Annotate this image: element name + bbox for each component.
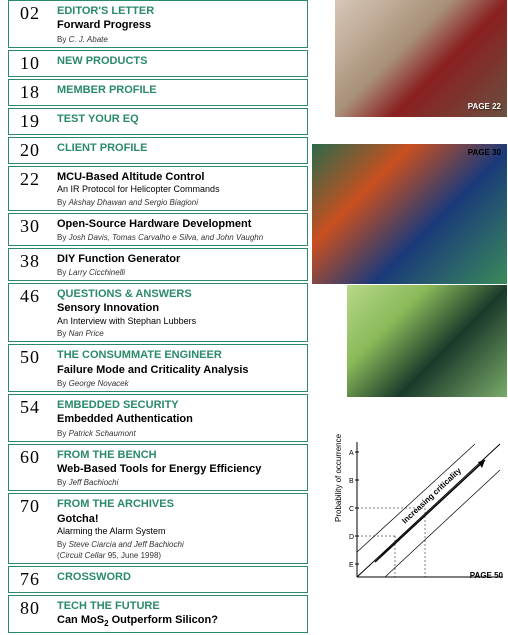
toc-subtitle: Web-Based Tools for Energy Efficiency (57, 462, 301, 476)
toc-byline: By Jeff Bachiochi (57, 478, 301, 487)
toc-title: MEMBER PROFILE (57, 83, 301, 97)
toc-byline: By Nan Price (57, 329, 301, 338)
page-number: 50 (9, 345, 51, 391)
toc-subtitle: Embedded Authentication (57, 412, 301, 426)
image-page-label: PAGE 30 (468, 148, 501, 157)
toc-item: 22MCU-Based Altitude ControlAn IR Protoc… (8, 166, 308, 211)
toc-content: EDITOR'S LETTERForward Progress By C. J. … (51, 1, 307, 47)
toc-item: 60FROM THE BENCHWeb-Based Tools for Ener… (8, 444, 308, 492)
svg-text:D: D (349, 534, 354, 541)
toc-title: EMBEDDED SECURITY (57, 398, 301, 412)
toc-title: EDITOR'S LETTER (57, 4, 301, 18)
page-number: 30 (9, 214, 51, 245)
toc-title: NEW PRODUCTS (57, 54, 301, 68)
toc-content: TECH THE FUTURECan MoS2 Outperform Silic… (51, 596, 307, 633)
toc-content: NEW PRODUCTS (51, 51, 307, 76)
toc-subtitle: DIY Function Generator (57, 252, 301, 266)
toc-item: 70FROM THE ARCHIVESGotcha!Alarming the A… (8, 493, 308, 563)
toc-title: CROSSWORD (57, 570, 301, 584)
toc-item: 19 TEST YOUR EQ (8, 108, 308, 135)
toc-content: MCU-Based Altitude ControlAn IR Protocol… (51, 167, 307, 210)
toc-title: FROM THE ARCHIVES (57, 497, 301, 511)
toc-description: Alarming the Alarm System (57, 526, 301, 538)
chart-page-label: PAGE 50 (470, 571, 503, 580)
svg-text:A: A (349, 450, 354, 457)
preview-image-page22: PAGE 22 (335, 0, 507, 117)
toc-subtitle: Can MoS2 Outperform Silicon? (57, 613, 301, 630)
toc-title: THE CONSUMMATE ENGINEER (57, 348, 301, 362)
toc-item: 10 NEW PRODUCTS (8, 50, 308, 77)
svg-text:Increasing criticality: Increasing criticality (400, 466, 463, 526)
page-number: 54 (9, 395, 51, 441)
toc-subtitle: Failure Mode and Criticality Analysis (57, 363, 301, 377)
page-number: 80 (9, 596, 51, 633)
page-number: 02 (9, 1, 51, 47)
image-page-label: PAGE 22 (468, 102, 501, 111)
page-number: 18 (9, 80, 51, 105)
toc-subtitle: Gotcha! (57, 512, 301, 526)
toc-item: 18 MEMBER PROFILE (8, 79, 308, 106)
toc-content: FROM THE BENCHWeb-Based Tools for Energy… (51, 445, 307, 491)
toc-byline: By Akshay Dhawan and Sergio Biagioni (57, 198, 301, 207)
page-number: 10 (9, 51, 51, 76)
toc-content: CLIENT PROFILE (51, 138, 307, 163)
page-number: 46 (9, 284, 51, 341)
toc-description: An IR Protocol for Helicopter Commands (57, 184, 301, 196)
page-number: 22 (9, 167, 51, 210)
toc-content: FROM THE ARCHIVESGotcha!Alarming the Ala… (51, 494, 307, 562)
toc-item: 02 EDITOR'S LETTERForward Progress By C. J… (8, 0, 308, 48)
toc-content: DIY Function Generator By Larry Cicchinel… (51, 249, 307, 280)
toc-item: 30 Open-Source Hardware Development By Jos… (8, 213, 308, 246)
preview-image-3 (347, 285, 507, 397)
toc-item: 54EMBEDDED SECURITYEmbedded Authenticati… (8, 394, 308, 442)
toc-byline: By Josh Davis, Tomas Carvalho e Silva, a… (57, 233, 301, 242)
toc-subtitle: MCU-Based Altitude Control (57, 170, 301, 184)
toc-content: Open-Source Hardware Development By Josh … (51, 214, 307, 245)
toc-content: QUESTIONS & ANSWERSSensory InnovationAn … (51, 284, 307, 341)
toc-byline: By Patrick Schaumont (57, 429, 301, 438)
page-number: 76 (9, 567, 51, 592)
toc-byline: By C. J. Abate (57, 35, 301, 44)
page-number: 70 (9, 494, 51, 562)
toc-item: 46QUESTIONS & ANSWERSSensory InnovationA… (8, 283, 308, 342)
toc-title: FROM THE BENCH (57, 448, 301, 462)
toc-byline: By George Novacek (57, 379, 301, 388)
toc-item: 20 CLIENT PROFILE (8, 137, 308, 164)
svg-text:E: E (349, 562, 354, 569)
toc-subtitle: Forward Progress (57, 18, 301, 32)
toc-title: TECH THE FUTURE (57, 599, 301, 613)
toc-byline: By Larry Cicchinelli (57, 268, 301, 277)
toc-item: 38 DIY Function Generator By Larry Cicchin… (8, 248, 308, 281)
table-of-contents: 02 EDITOR'S LETTERForward Progress By C. J… (8, 0, 308, 635)
criticality-chart: A B C D E Increasing criticality Probabi… (335, 432, 507, 592)
toc-byline: By Steve Ciarcia and Jeff Bachiochi (57, 540, 301, 549)
toc-title: QUESTIONS & ANSWERS (57, 287, 301, 301)
toc-title: TEST YOUR EQ (57, 112, 301, 126)
toc-description: An Interview with Stephan Lubbers (57, 316, 301, 328)
page-number: 60 (9, 445, 51, 491)
toc-content: EMBEDDED SECURITYEmbedded Authentication… (51, 395, 307, 441)
page-number: 20 (9, 138, 51, 163)
svg-text:C: C (349, 506, 354, 513)
svg-text:Probability of occurrence: Probability of occurrence (335, 433, 343, 522)
svg-text:B: B (349, 478, 354, 485)
toc-subtitle: Open-Source Hardware Development (57, 217, 301, 231)
toc-content: CROSSWORD (51, 567, 307, 592)
toc-content: THE CONSUMMATE ENGINEERFailure Mode and … (51, 345, 307, 391)
toc-item: 50THE CONSUMMATE ENGINEERFailure Mode an… (8, 344, 308, 392)
toc-content: MEMBER PROFILE (51, 80, 307, 105)
toc-subtitle: Sensory Innovation (57, 301, 301, 315)
toc-title: CLIENT PROFILE (57, 141, 301, 155)
toc-item: 76 CROSSWORD (8, 566, 308, 593)
page-number: 19 (9, 109, 51, 134)
toc-item: 80TECH THE FUTURECan MoS2 Outperform Sil… (8, 595, 308, 634)
page-number: 38 (9, 249, 51, 280)
preview-image-page30: PAGE 30 (312, 144, 507, 284)
toc-content: TEST YOUR EQ (51, 109, 307, 134)
toc-note: (Circuit Cellar 95, June 1998) (57, 551, 301, 560)
